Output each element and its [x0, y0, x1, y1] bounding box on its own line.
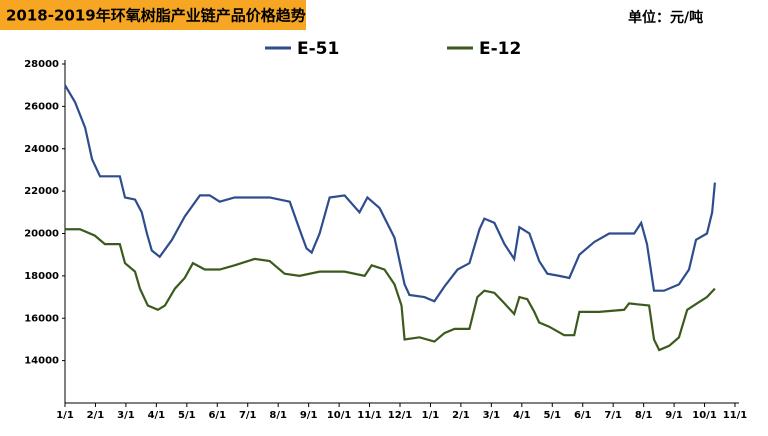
x-tick-label: 2/1: [87, 410, 105, 421]
x-tick-label: 8/1: [635, 410, 653, 421]
x-tick-label: 1/1: [422, 410, 440, 421]
y-tick-label: 28000: [24, 59, 59, 70]
x-tick-label: 10/1: [327, 410, 352, 421]
x-tick-label: 10/1: [692, 410, 717, 421]
y-tick-label: 26000: [24, 101, 59, 112]
y-tick-label: 14000: [24, 356, 59, 367]
x-tick-label: 6/1: [574, 410, 592, 421]
x-tick-label: 6/1: [208, 410, 226, 421]
x-tick-label: 12/1: [388, 410, 413, 421]
x-tick-label: 4/1: [513, 410, 531, 421]
chart-title: 2018-2019年环氧树脂产业链产品价格趋势: [6, 7, 306, 25]
x-tick-label: 3/1: [483, 410, 501, 421]
x-tick-label: 11/1: [723, 410, 748, 421]
y-tick-label: 24000: [24, 144, 59, 155]
line-series: [64, 84, 716, 303]
x-tick-label: 8/1: [269, 410, 287, 421]
y-tick-label: 20000: [24, 229, 59, 240]
x-tick-label: 7/1: [604, 410, 622, 421]
x-tick-label: 7/1: [239, 410, 257, 421]
y-tick-label: 18000: [24, 271, 59, 282]
x-tick-label: 5/1: [178, 410, 196, 421]
x-tick-label: 5/1: [543, 410, 561, 421]
x-tick-label: 1/1: [56, 410, 74, 421]
y-tick-label: 22000: [24, 186, 59, 197]
legend-label: E-12: [479, 39, 521, 59]
legend-label: E-51: [297, 39, 339, 59]
x-tick-label: 11/1: [357, 410, 382, 421]
unit-label: 单位：元/吨: [628, 9, 703, 26]
x-tick-label: 9/1: [300, 410, 318, 421]
x-tick-label: 2/1: [452, 410, 470, 421]
x-tick-label: 4/1: [148, 410, 166, 421]
x-tick-label: 9/1: [665, 410, 683, 421]
title-background: [0, 0, 306, 30]
line-series: [65, 228, 716, 352]
y-tick-label: 16000: [24, 313, 59, 324]
x-tick-label: 3/1: [117, 410, 135, 421]
